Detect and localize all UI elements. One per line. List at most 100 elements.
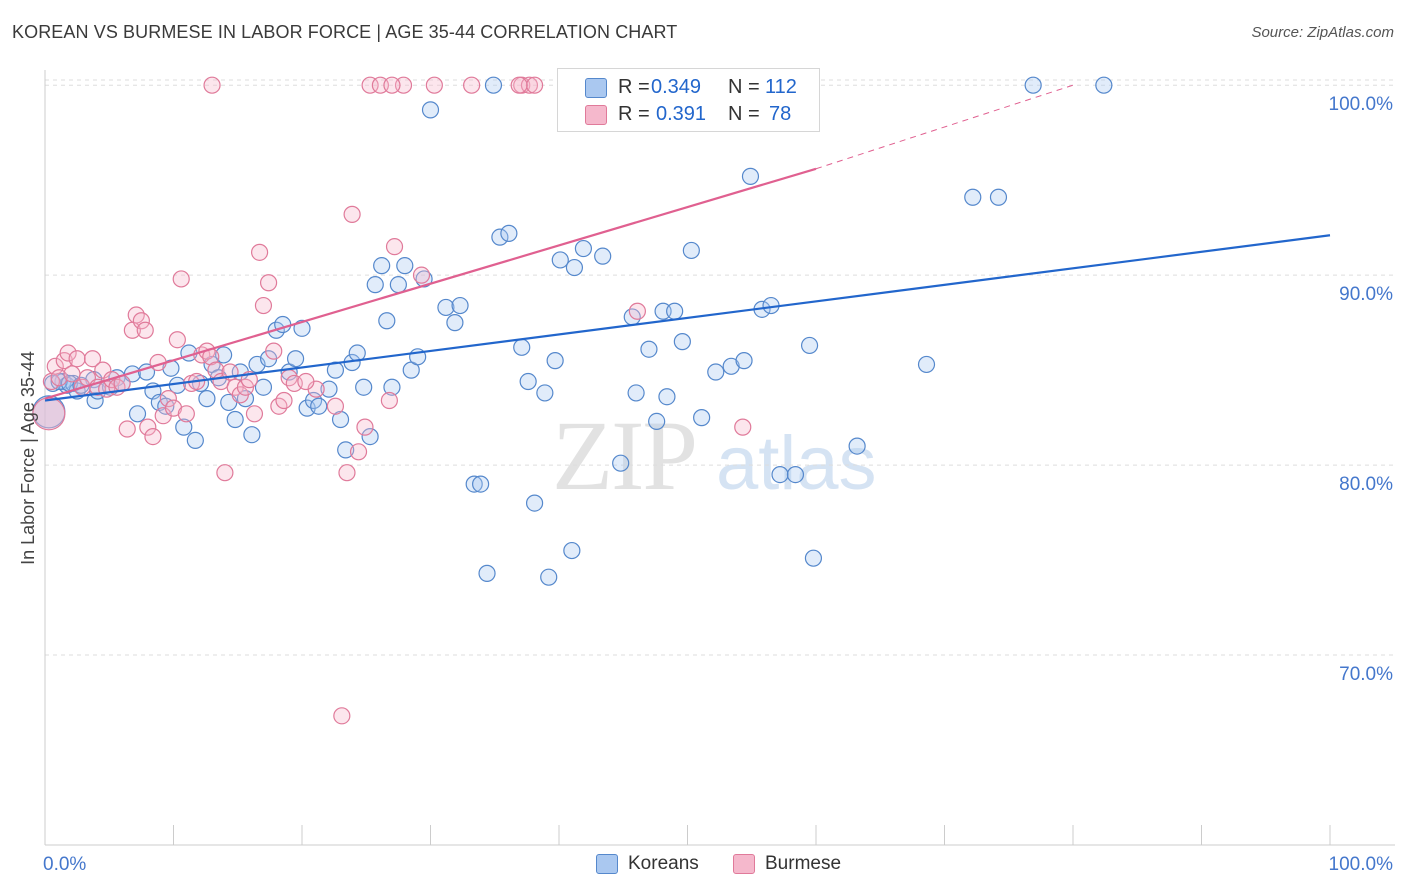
korean-point — [491, 228, 509, 246]
burmese-point — [628, 302, 646, 320]
x-tick-label: 0.0% — [43, 854, 86, 875]
korean-point — [186, 431, 204, 450]
burmese-point — [510, 76, 528, 94]
burmese-point — [216, 464, 234, 482]
korean-point — [451, 296, 469, 315]
korean-point — [648, 412, 666, 431]
korean-point — [446, 314, 464, 332]
korean-point — [484, 76, 503, 94]
burmese-point — [425, 76, 443, 94]
burmese-points — [32, 76, 752, 725]
watermark-zip: ZIP — [552, 400, 698, 511]
legend-row-burmese: R = 0.391 N = 78 — [558, 101, 819, 129]
burmese-point — [326, 397, 345, 415]
burmese-point — [168, 331, 186, 349]
burmese-point — [734, 418, 752, 436]
korean-point — [525, 494, 544, 512]
legend-n-value-burmese: 78 — [769, 103, 792, 125]
korean-point — [800, 336, 819, 355]
korean-point — [421, 101, 440, 119]
korean-point — [378, 312, 396, 330]
korean-point — [1024, 76, 1042, 94]
legend-swatch-burmese — [585, 105, 607, 125]
korean-point — [243, 426, 261, 444]
y-axis-label: In Labor Force | Age 35-44 — [18, 351, 38, 565]
burmese-point — [46, 357, 64, 375]
burmese-point — [63, 365, 81, 383]
korean-point — [540, 568, 558, 586]
korean-point — [337, 441, 355, 459]
burmese-point — [68, 350, 86, 368]
burmese-point — [203, 76, 221, 94]
legend-n-label: N = — [728, 76, 760, 98]
y-tick-label: 80.0% — [1339, 474, 1393, 495]
x-tick-label: 100.0% — [1329, 854, 1394, 875]
burmese-point — [59, 344, 77, 362]
burmese-point — [275, 391, 293, 410]
korean-points — [32, 76, 1113, 586]
y-tick-label: 100.0% — [1329, 94, 1394, 115]
burmese-point — [177, 405, 195, 423]
burmese-point — [132, 312, 150, 330]
korean-point — [320, 380, 338, 398]
legend-n-value-koreans: 112 — [765, 76, 797, 98]
tick-labels: 70.0% 80.0% 90.0% 100.0% 0.0% 100.0% — [43, 94, 1393, 875]
burmese-point — [297, 372, 315, 391]
korean-point — [331, 410, 350, 429]
source-credit: Source: ZipAtlas.com — [1251, 24, 1394, 41]
legend-r-value-koreans: 0.349 — [651, 76, 702, 98]
korean-point — [396, 257, 414, 275]
bottom-legend-label-koreans: Koreans — [628, 853, 699, 874]
korean-point — [383, 378, 401, 396]
korean-point — [735, 352, 753, 370]
korean-point — [682, 241, 700, 260]
burmese-point — [333, 707, 351, 725]
legend-row-koreans: R = 0.349 N = 112 — [558, 74, 819, 102]
y-tick-label: 70.0% — [1339, 664, 1393, 685]
korean-point — [594, 247, 612, 265]
burmese-point — [172, 270, 190, 288]
korean-point — [551, 251, 569, 269]
burmese-trend-line — [44, 167, 817, 400]
burmese-point — [383, 76, 401, 94]
burmese-point — [245, 405, 264, 423]
korean-point — [536, 384, 554, 402]
korean-point — [226, 410, 244, 429]
korean-point — [472, 475, 490, 493]
korean-point — [563, 541, 581, 560]
korean-point — [964, 188, 982, 206]
burmese-point — [159, 390, 177, 408]
bottom-legend-label-burmese: Burmese — [765, 853, 842, 874]
korean-point — [741, 167, 760, 185]
korean-point — [465, 475, 483, 493]
burmese-point — [144, 428, 162, 446]
burmese-point — [139, 418, 157, 436]
korean-point — [519, 372, 537, 391]
legend-r-value-burmese: 0.391 — [656, 103, 707, 125]
bottom-legend-swatch-burmese — [733, 854, 755, 874]
axes — [44, 70, 1395, 846]
korean-point — [989, 188, 1008, 206]
burmese-trend-extension — [815, 84, 1074, 170]
korean-point — [355, 378, 373, 396]
korean-point — [771, 465, 789, 484]
korean-point — [478, 564, 496, 582]
korean-point — [786, 465, 805, 484]
burmese-point — [250, 243, 269, 261]
korean-point — [574, 239, 593, 258]
korean-point — [389, 276, 407, 294]
korean-point — [286, 350, 305, 368]
burmese-point — [385, 238, 404, 256]
korean-point — [254, 378, 273, 396]
korean-point — [215, 346, 233, 364]
korean-point — [627, 384, 645, 402]
legend-swatch-koreans — [585, 78, 607, 98]
korean-point — [804, 549, 823, 567]
legend-n-label: N = — [728, 103, 760, 125]
korean-point — [546, 352, 564, 370]
burmese-point — [349, 443, 368, 461]
burmese-point — [412, 266, 431, 284]
burmese-point — [265, 342, 283, 360]
burmese-point — [83, 350, 102, 368]
